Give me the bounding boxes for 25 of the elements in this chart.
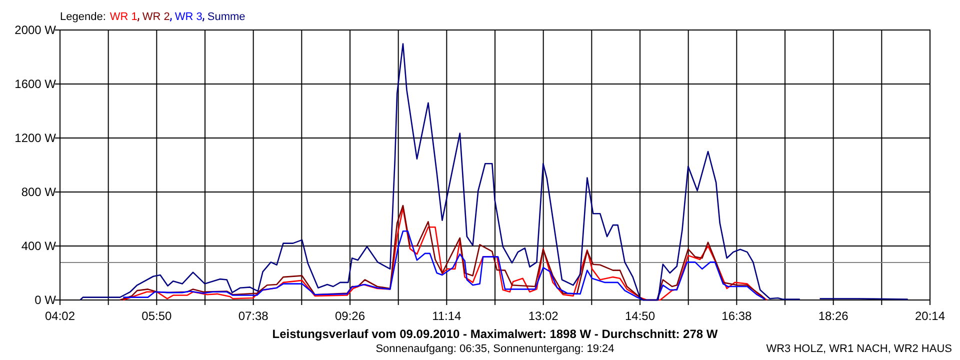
legend-label: Summe [207, 11, 246, 23]
y-tick-label: 0 W [34, 293, 57, 308]
x-tick-label: 09:26 [334, 309, 366, 323]
text: WR 1 [110, 11, 138, 23]
line-series [122, 230, 766, 301]
legend-label: WR 2 [142, 11, 170, 23]
y-tick-label: 2000 W [14, 23, 57, 38]
text: WR3 HOLZ, WR1 NACH, WR2 HAUS [766, 343, 952, 355]
legend-title: Legende: [60, 11, 106, 23]
x-tick-label: 14:50 [624, 309, 656, 323]
x-tick-label: 07:38 [238, 309, 269, 323]
x-tick-label: 05:50 [142, 309, 172, 323]
x-tick-label: 04:02 [44, 309, 76, 323]
x-tick-label: 18:26 [818, 309, 849, 323]
text: Sonnenaufgang: 06:35, Sonnenuntergang: 19:24 [376, 343, 614, 355]
text: Leistungsverlauf vom 09.09.2010 - Maximalwert: 1898 W - Durchschnitt: 278 W [272, 327, 718, 341]
x-tick-label: 13:02 [528, 309, 559, 323]
x-tick-label: 11:14 [432, 309, 462, 323]
y-tick-label: 800 W [21, 185, 57, 200]
x-tick-label: 16:38 [722, 309, 752, 323]
y-tick-label: 1600 W [14, 77, 57, 92]
y-tick-label: 1200 W [14, 131, 57, 146]
legend-label: WR 3 [174, 11, 202, 23]
x-tick-label: 20:14 [914, 309, 946, 323]
y-tick-label: 400 W [21, 239, 57, 254]
